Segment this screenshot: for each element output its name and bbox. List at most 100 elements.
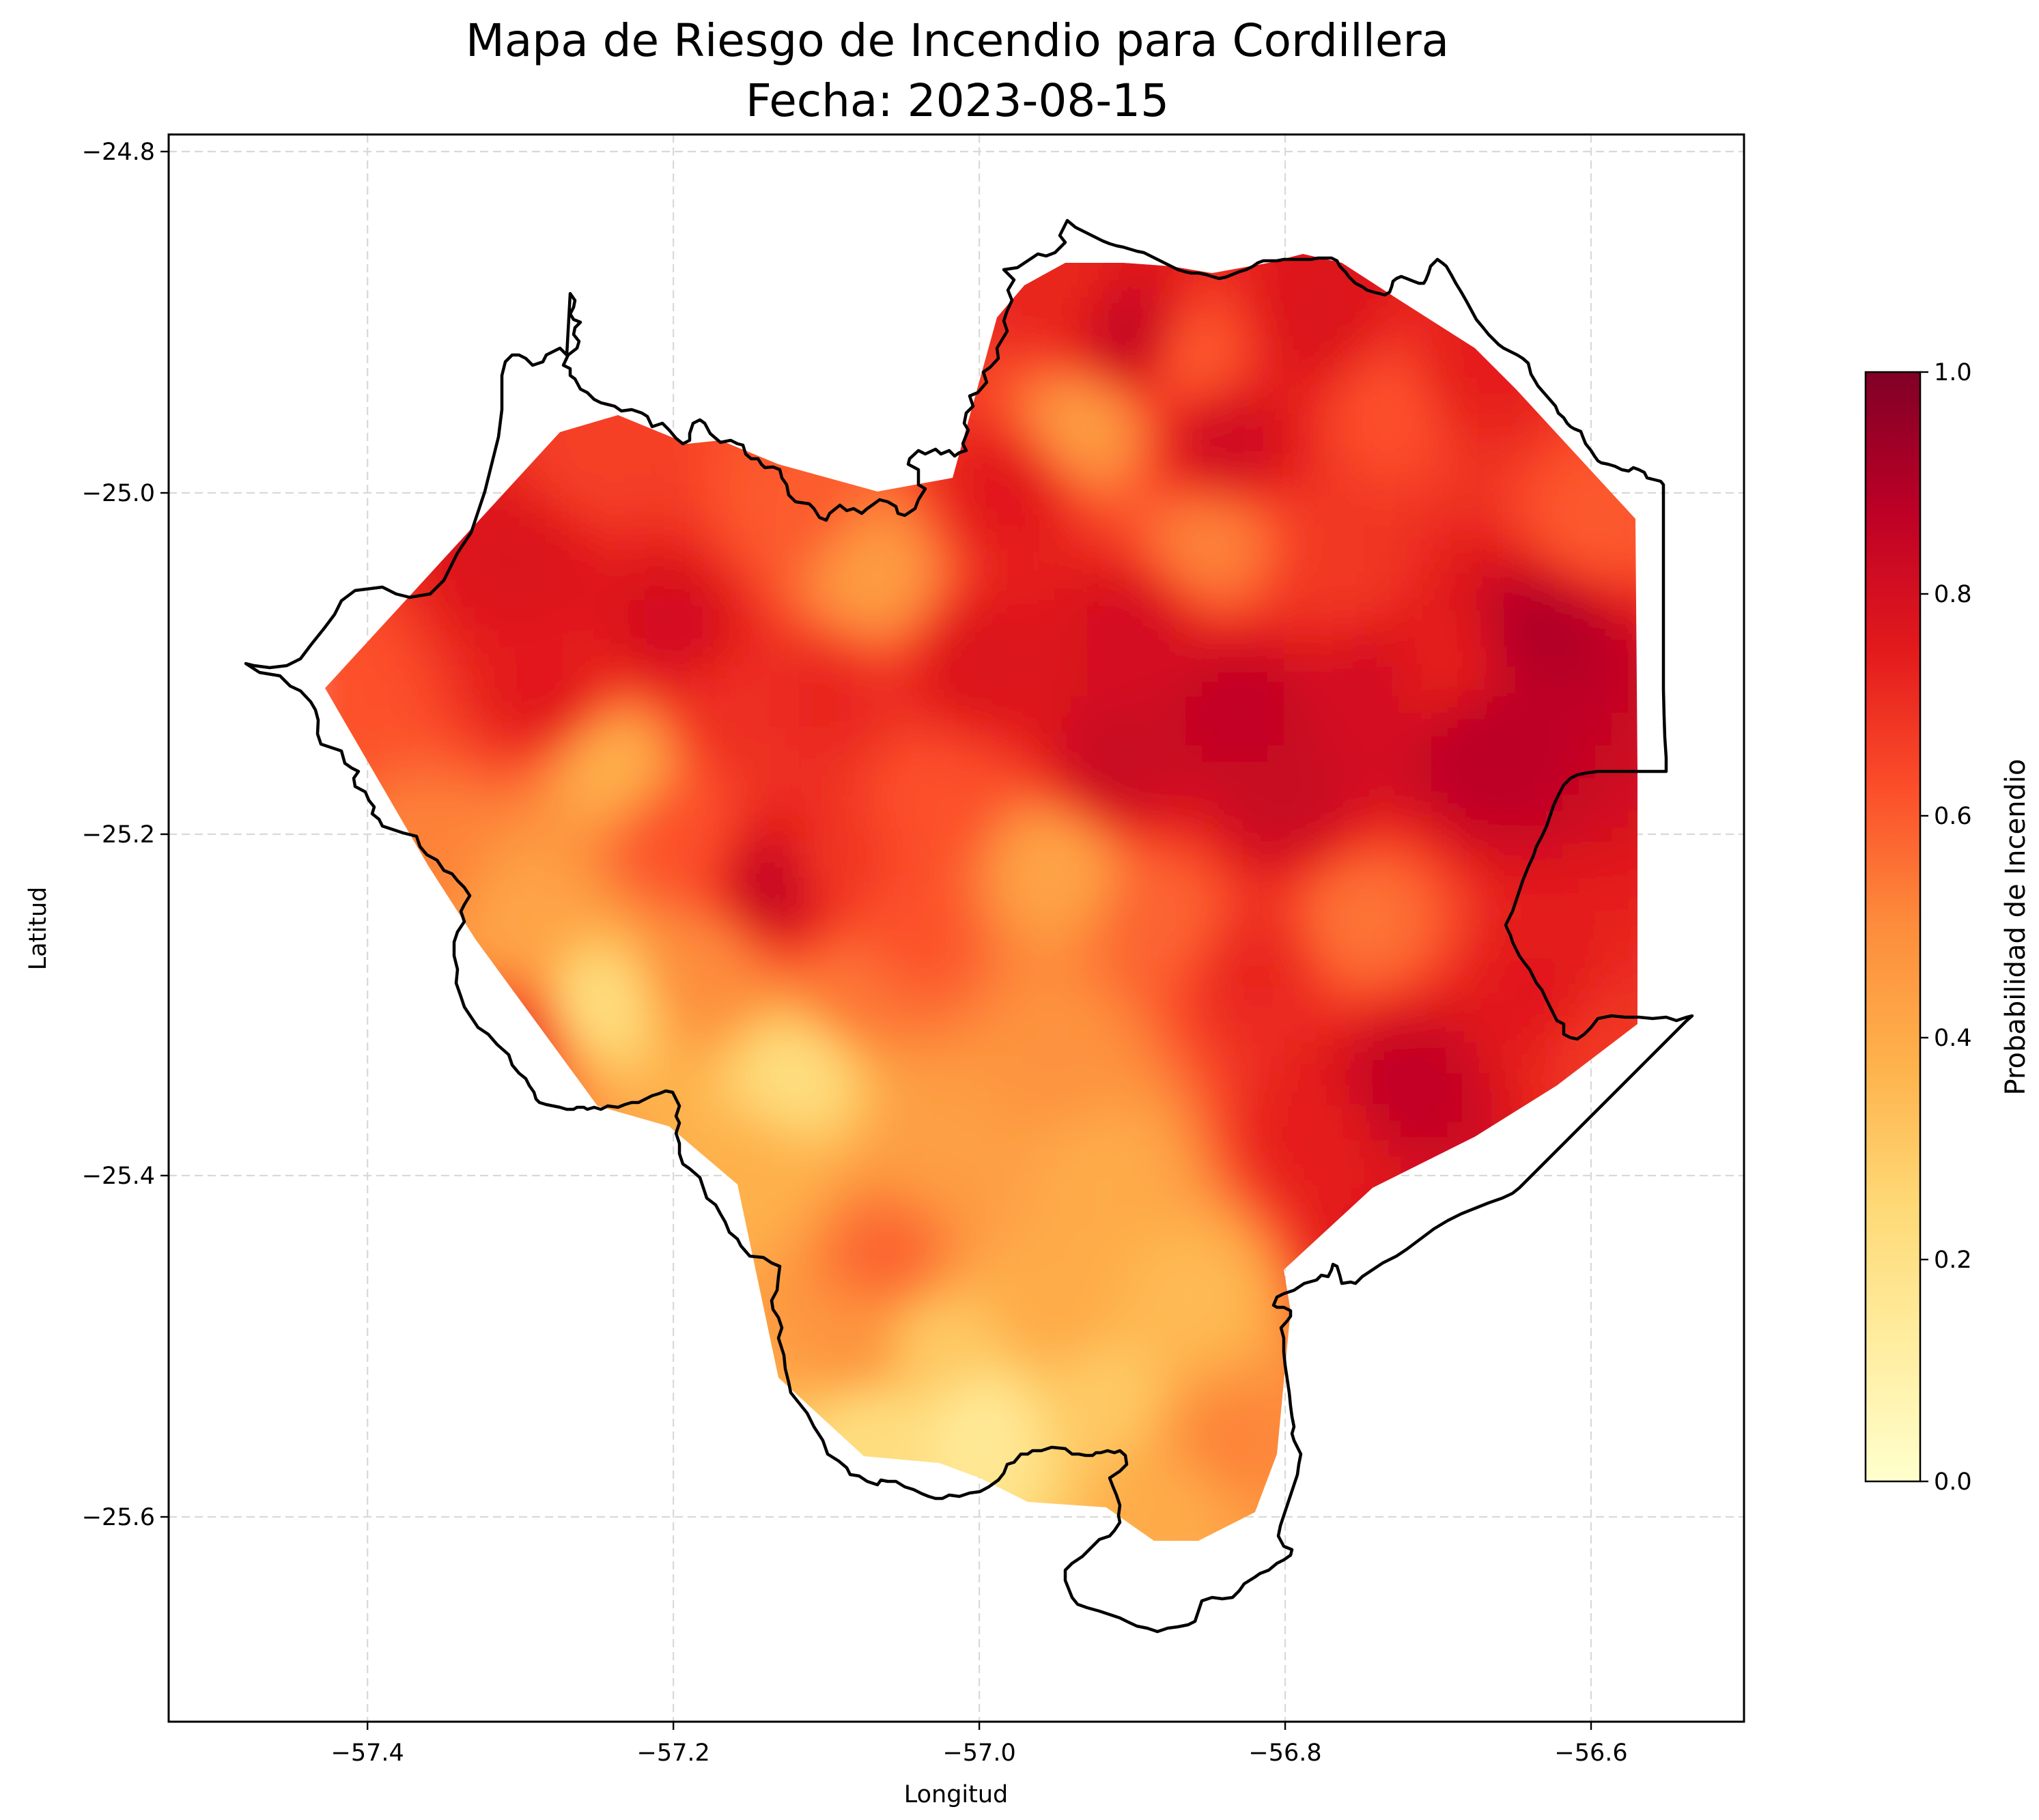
heat-cell: [1005, 680, 1022, 697]
heat-cell: [808, 877, 826, 894]
heat-cell: [1382, 1057, 1399, 1074]
heat-cell: [972, 909, 989, 926]
heat-cell: [1333, 385, 1350, 402]
heat-cell: [1317, 319, 1334, 337]
heat-cell: [1054, 631, 1071, 648]
heat-cell: [1235, 434, 1252, 451]
heat-cell: [1431, 647, 1448, 664]
heat-cell: [1317, 909, 1334, 926]
heat-cell: [808, 1139, 826, 1156]
heat-cell: [399, 664, 416, 681]
heat-cell: [1448, 991, 1465, 1008]
heat-cell: [1333, 467, 1350, 484]
heat-cell: [940, 1024, 957, 1041]
heat-cell: [497, 647, 514, 664]
heat-cell: [612, 958, 629, 976]
heat-cell: [1267, 664, 1284, 681]
heat-cell: [366, 745, 383, 763]
heat-cell: [956, 909, 973, 926]
heat-cell: [759, 827, 776, 844]
heat-cell: [940, 909, 957, 926]
heat-cell: [1317, 352, 1334, 369]
heat-cell: [1530, 811, 1547, 828]
heat-cell: [1087, 582, 1104, 599]
heat-cell: [825, 500, 842, 517]
heat-cell: [595, 827, 613, 844]
heat-cell: [743, 958, 760, 976]
heat-cell: [923, 811, 940, 828]
heat-cell: [546, 942, 563, 959]
heat-cell: [1071, 614, 1088, 631]
heat-cell: [1497, 467, 1514, 484]
heat-cell: [1022, 762, 1039, 779]
heat-cell: [1513, 516, 1530, 533]
heat-cell: [563, 565, 580, 582]
heat-cell: [1054, 762, 1071, 779]
heat-cell: [1218, 1122, 1235, 1139]
heat-cell: [808, 532, 826, 550]
heat-cell: [1251, 1008, 1268, 1025]
heat-cell: [710, 1122, 727, 1139]
heat-cell: [464, 827, 481, 844]
heat-cell: [694, 451, 711, 468]
heat-cell: [645, 942, 662, 959]
heat-cell: [1415, 778, 1432, 795]
heat-cell: [972, 500, 989, 517]
heat-cell: [1595, 680, 1612, 697]
heat-cell: [497, 729, 514, 746]
heat-cell: [841, 598, 858, 615]
heat-cell: [1513, 565, 1530, 582]
heat-cell: [1022, 844, 1039, 861]
heat-cell: [1218, 483, 1235, 500]
heat-cell: [1398, 860, 1416, 877]
heat-cell: [907, 1155, 924, 1172]
heat-cell: [481, 549, 498, 566]
heat-cell: [595, 483, 613, 500]
heat-cell: [776, 778, 793, 795]
heat-cell: [972, 942, 989, 959]
heat-cell: [743, 877, 760, 894]
heat-cell: [989, 844, 1006, 861]
heat-cell: [1415, 401, 1432, 418]
heat-cell: [1480, 909, 1497, 926]
heat-cell: [677, 451, 694, 468]
heat-cell: [1022, 467, 1039, 484]
heat-cell: [825, 713, 842, 730]
heat-cell: [940, 975, 957, 992]
heat-cell: [989, 418, 1006, 435]
heat-cell: [825, 745, 842, 763]
heat-cell: [1136, 287, 1153, 304]
heat-cell: [1005, 1155, 1022, 1172]
heat-cell: [1185, 975, 1203, 992]
heat-cell: [1579, 680, 1596, 697]
heat-cell: [694, 729, 711, 746]
heat-cell: [1464, 500, 1481, 517]
heat-cell: [1333, 1040, 1350, 1057]
heat-cell: [1612, 565, 1629, 582]
heat-cell: [661, 664, 678, 681]
heat-cell: [1267, 860, 1284, 877]
heat-cell: [1153, 369, 1170, 386]
heat-cell: [1267, 582, 1284, 599]
heat-cell: [792, 1057, 809, 1074]
heat-cell: [1300, 451, 1317, 468]
heat-cell: [825, 1024, 842, 1041]
heat-cell: [1595, 778, 1612, 795]
heat-cell: [890, 844, 908, 861]
heat-cell: [1612, 909, 1629, 926]
heat-cell: [628, 877, 645, 894]
heat-cell: [546, 729, 563, 746]
heat-cell: [858, 1155, 875, 1172]
heat-cell: [1480, 1073, 1497, 1090]
heat-cell: [858, 696, 875, 713]
heat-cell: [808, 1090, 826, 1107]
heat-cell: [1448, 1073, 1465, 1090]
heat-cell: [874, 565, 891, 582]
heat-cell: [1153, 877, 1170, 894]
heat-cell: [1038, 696, 1055, 713]
heat-cell: [1530, 664, 1547, 681]
heat-cell: [1448, 631, 1465, 648]
heat-cell: [1415, 942, 1432, 959]
heat-cell: [1103, 1090, 1121, 1107]
heat-cell: [1218, 975, 1235, 992]
